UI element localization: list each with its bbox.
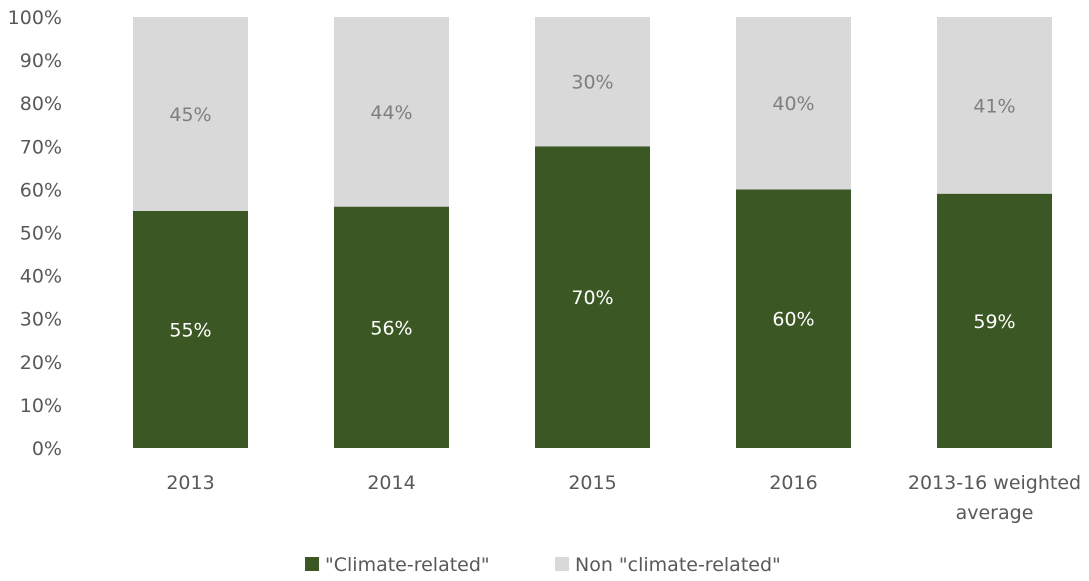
bar-climate-related (133, 210, 248, 448)
data-label-non-climate-related: 30% (571, 72, 613, 94)
bar-non-climate-related (334, 17, 449, 207)
legend-label: Non "climate-related" (575, 554, 781, 576)
x-category-label: 2015 (568, 472, 616, 494)
x-category-label: 2016 (769, 472, 817, 494)
bar-non-climate-related (133, 17, 248, 211)
y-tick-label: 60% (20, 179, 62, 201)
y-tick-label: 20% (20, 352, 62, 374)
y-tick-label: 80% (20, 93, 62, 115)
y-tick-label: 70% (20, 136, 62, 158)
data-label-non-climate-related: 40% (772, 93, 814, 115)
data-label-climate-related: 59% (973, 311, 1015, 333)
y-tick-label: 40% (20, 266, 62, 288)
bar-non-climate-related (736, 17, 851, 190)
y-tick-label: 0% (32, 438, 62, 460)
legend-swatch (305, 557, 319, 571)
bars: 55% 45% 56% 44% 70% 30% 60% 40% 59% 41% (133, 17, 1052, 449)
x-category-label: 2014 (367, 472, 415, 494)
bar-climate-related (937, 193, 1052, 448)
y-tick-label: 90% (20, 50, 62, 72)
data-label-climate-related: 55% (169, 319, 211, 341)
legend-label: "Climate-related" (325, 554, 490, 576)
y-tick-label: 100% (8, 7, 62, 29)
data-label-climate-related: 60% (772, 309, 814, 331)
legend: "Climate-related" Non "climate-related" (305, 554, 781, 576)
bar-climate-related (334, 206, 449, 448)
legend-item-non-climate-related: Non "climate-related" (555, 554, 781, 576)
x-category-label: 2013 (166, 472, 214, 494)
bar-non-climate-related (535, 17, 650, 147)
y-tick-label: 50% (20, 223, 62, 245)
y-axis: 0% 10% 20% 30% 40% 50% 60% 70% 80% 90% 100% (8, 7, 62, 460)
bar-climate-related (736, 189, 851, 448)
x-axis: 2013 2014 2015 2016 2013-16 weighted average (166, 472, 1081, 524)
y-tick-label: 30% (20, 309, 62, 331)
bar-non-climate-related (937, 17, 1052, 194)
data-label-non-climate-related: 44% (370, 102, 412, 124)
legend-swatch (555, 557, 569, 571)
data-label-non-climate-related: 45% (169, 104, 211, 126)
y-tick-label: 10% (20, 395, 62, 417)
data-label-non-climate-related: 41% (973, 95, 1015, 117)
x-category-label: 2013-16 weighted average (908, 472, 1081, 524)
bar-climate-related (535, 146, 650, 449)
data-label-climate-related: 70% (571, 287, 613, 309)
legend-item-climate-related: "Climate-related" (305, 554, 490, 576)
data-label-climate-related: 56% (370, 317, 412, 339)
